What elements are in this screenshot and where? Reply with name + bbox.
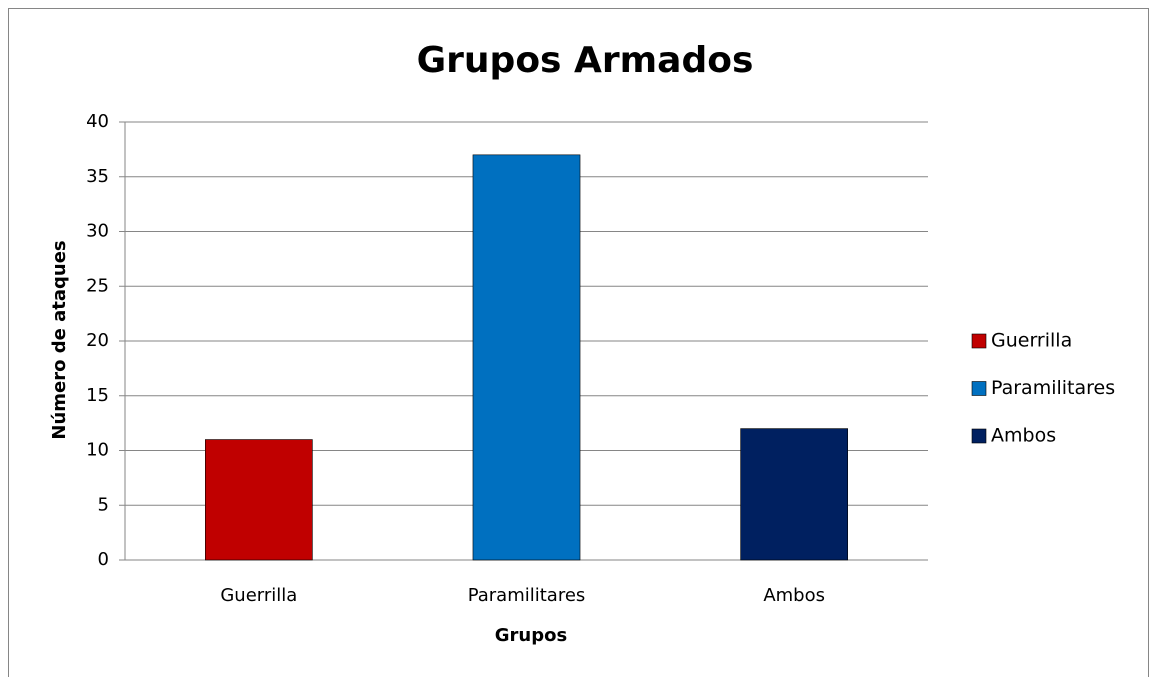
legend-swatch [971,381,987,396]
y-tick-label: 20 [86,330,109,351]
x-tick-label: Guerrilla [220,585,297,606]
chart-title: Grupos Armados [417,40,754,81]
x-tick-label: Ambos [763,585,825,606]
y-tick-label: 0 [98,549,109,570]
legend-label: Paramilitares [991,377,1115,399]
legend-label: Guerrilla [991,330,1072,352]
x-tick-label: Paramilitares [468,585,586,606]
bar [205,439,313,561]
y-tick-label: 35 [86,166,109,187]
legend-swatch [971,333,987,349]
y-tick-label: 10 [86,440,109,461]
legend-swatch [971,428,987,444]
y-tick-label: 5 [98,494,109,515]
y-tick-label: 30 [86,221,109,242]
x-axis-label: Grupos [495,625,567,646]
y-axis-label: Número de ataques [49,240,70,439]
bar [740,428,849,561]
y-tick-label: 25 [86,275,109,296]
bar [472,154,581,561]
legend-label: Ambos [991,425,1056,447]
y-tick-label: 15 [86,385,109,406]
y-tick-label: 40 [86,111,109,132]
